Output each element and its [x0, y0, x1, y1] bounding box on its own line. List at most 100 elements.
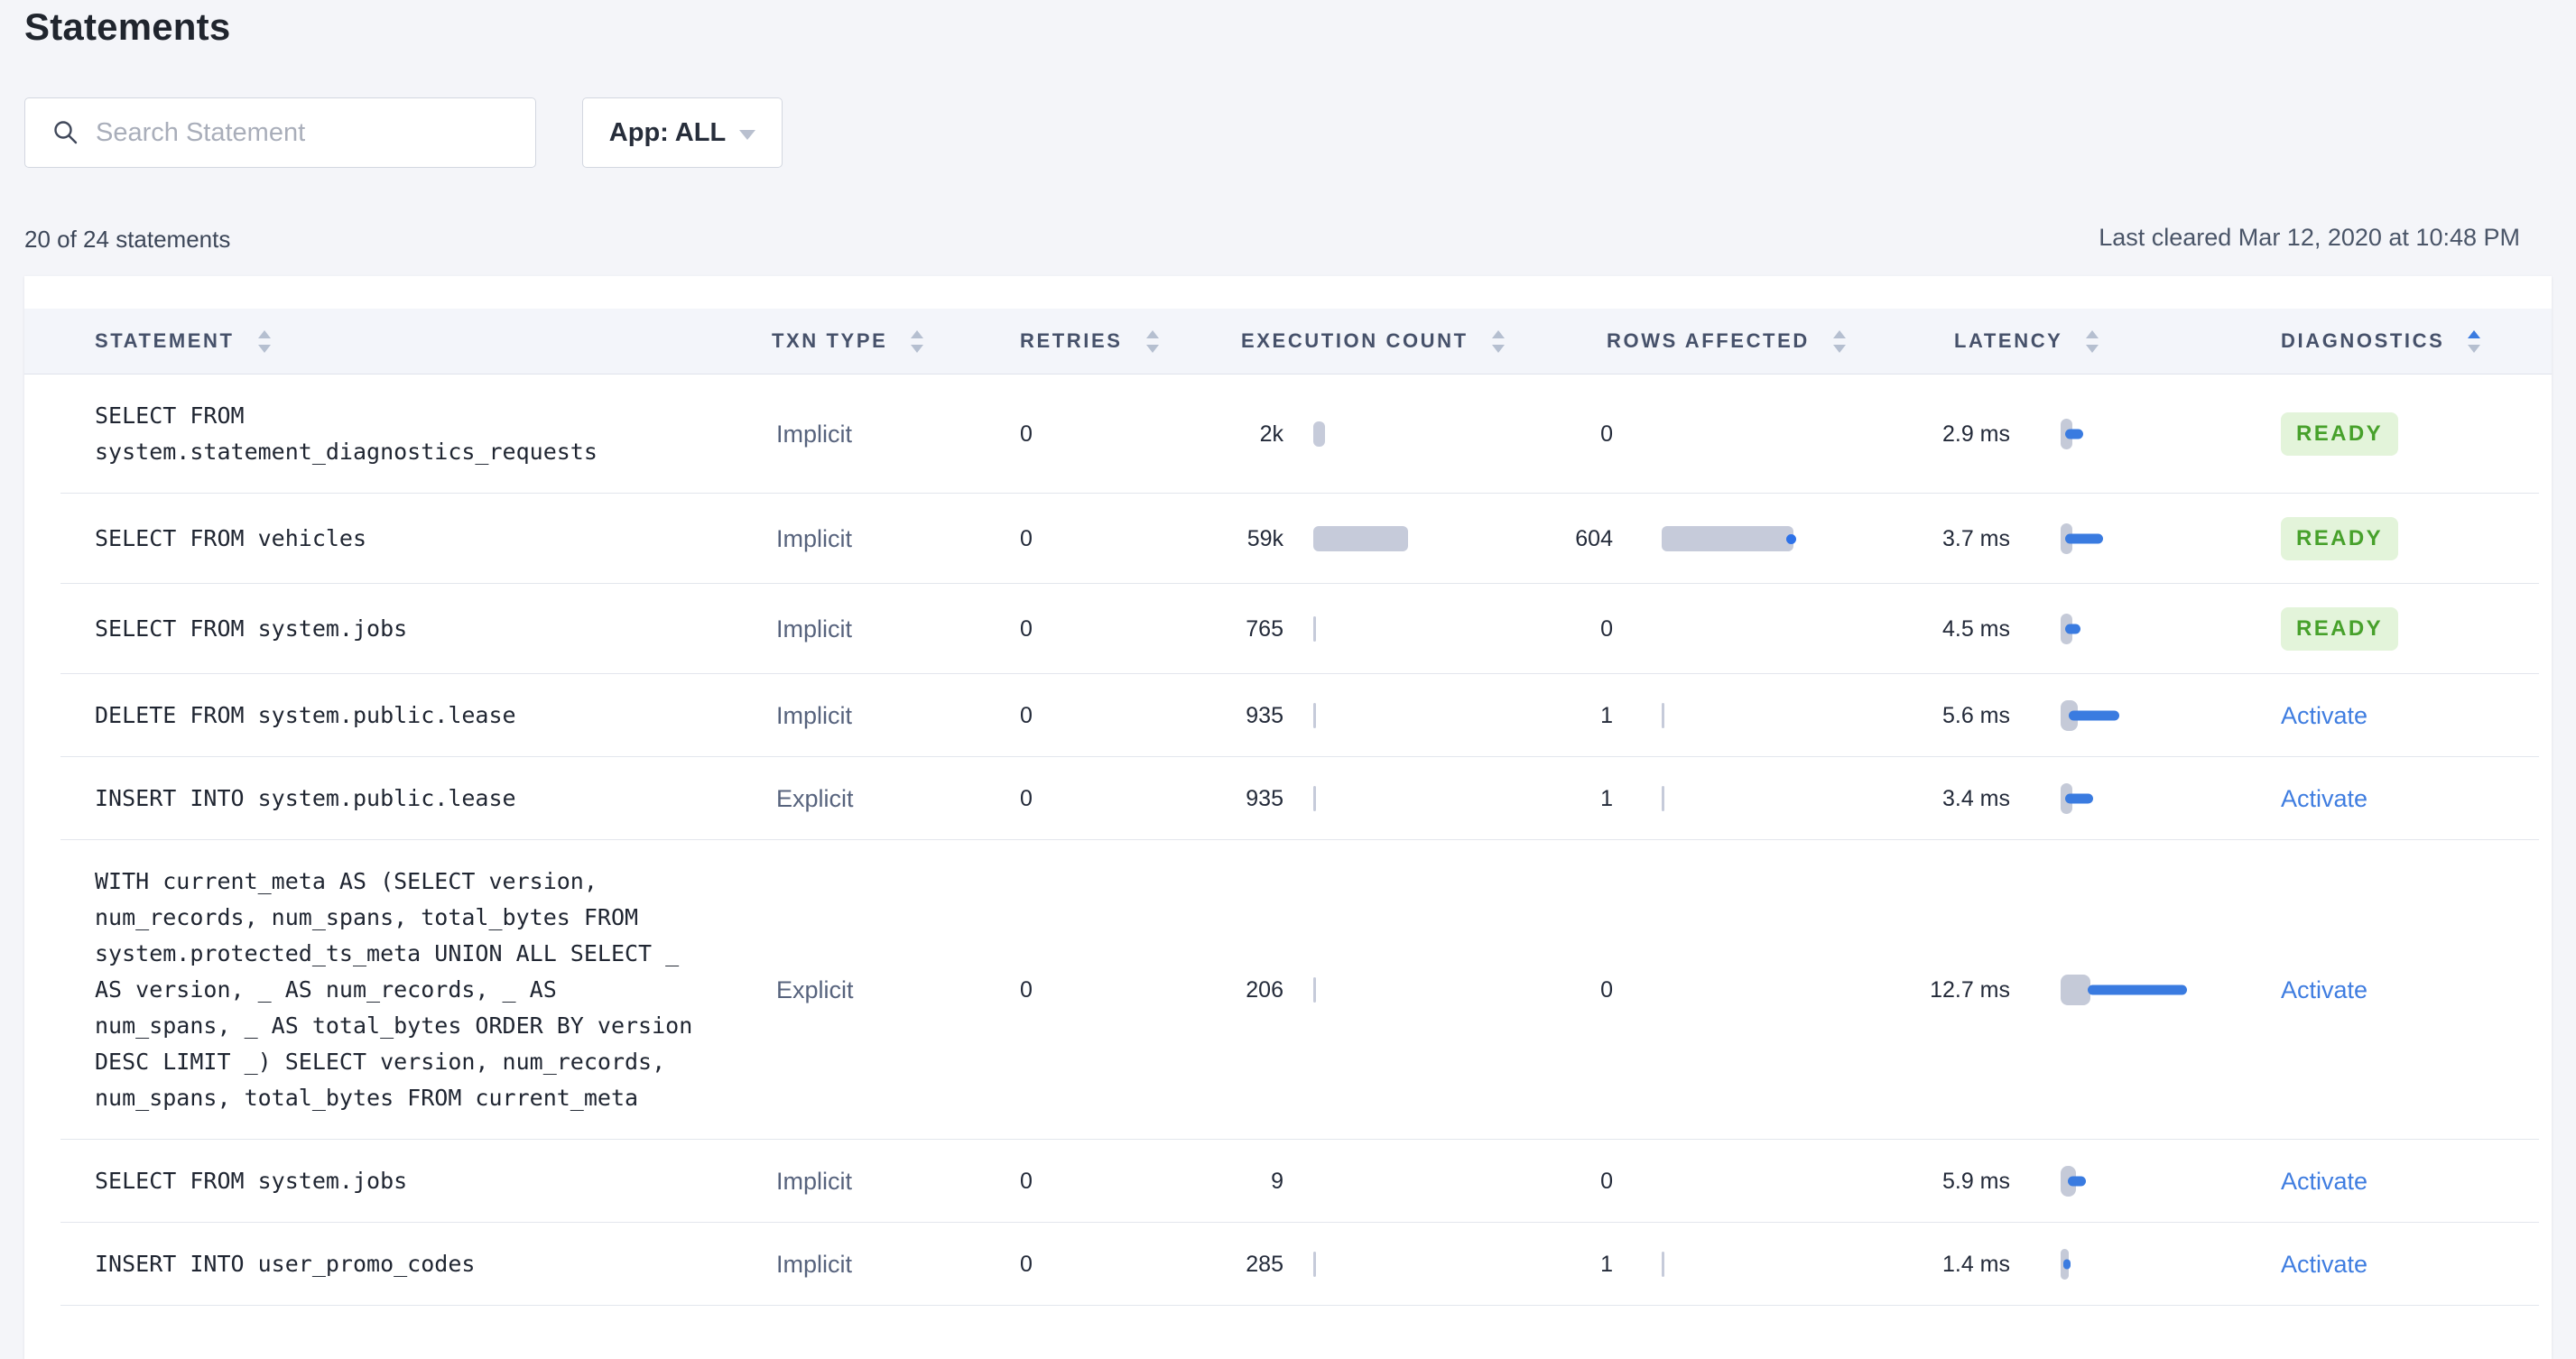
rows-affected-dot: [1786, 533, 1796, 544]
execution-count-cell: 206: [1171, 972, 1536, 1008]
execution-count-cell: 59k: [1171, 521, 1536, 557]
search-input[interactable]: [94, 116, 517, 149]
column-header-execution-count[interactable]: EXECUTION COUNT: [1171, 329, 1536, 353]
statements-table-card: STATEMENT TXN TYPE RETRIES EXECUTION COU…: [24, 276, 2552, 1359]
diagnostics-ready-badge: READY: [2281, 412, 2399, 456]
latency-mean-bar: [2069, 710, 2119, 721]
execution-count-cell: 765: [1171, 611, 1536, 647]
rows-affected-value: 604: [1575, 525, 1613, 551]
txn-type-cell: Implicit: [776, 615, 853, 643]
latency-cell: 4.5 ms: [1884, 611, 2272, 647]
statement-cell[interactable]: INSERT INTO user_promo_codes: [95, 1251, 476, 1277]
statement-cell[interactable]: SELECT FROM system.jobs: [95, 615, 408, 642]
statement-cell[interactable]: WITH current_meta AS (SELECT version, nu…: [95, 868, 693, 1111]
statement-cell[interactable]: DELETE FROM system.public.lease: [95, 702, 516, 728]
table-row[interactable]: SELECT FROM system.jobs Implicit 0 9 0 5…: [24, 1140, 2552, 1223]
diagnostics-activate-link[interactable]: Activate: [2281, 1250, 2368, 1278]
table-body: SELECT FROM system.statement_diagnostics…: [24, 374, 2552, 1306]
statement-cell[interactable]: SELECT FROM system.jobs: [95, 1168, 408, 1194]
txn-type-cell: Implicit: [776, 1250, 853, 1278]
column-header-rows-affected[interactable]: ROWS AFFECTED: [1536, 329, 1884, 353]
latency-mean-bar: [2065, 624, 2080, 634]
execution-count-value: 285: [1246, 1251, 1283, 1277]
page-title: Statements: [24, 5, 231, 48]
app-filter-label: App: ALL: [608, 117, 727, 147]
column-header-retries[interactable]: RETRIES: [950, 329, 1171, 353]
app-filter-dropdown[interactable]: App: ALL: [582, 97, 783, 168]
last-cleared-text: Last cleared Mar 12, 2020 at 10:48 PM: [2099, 224, 2520, 251]
execution-count-cell: 935: [1171, 698, 1536, 734]
table-row[interactable]: SELECT FROM vehicles Implicit 0 59k 604 …: [24, 494, 2552, 584]
column-label: LATENCY: [1954, 329, 2063, 352]
latency-value: 5.6 ms: [1941, 702, 2010, 728]
diagnostics-activate-link[interactable]: Activate: [2281, 975, 2368, 1003]
diagnostics-activate-link[interactable]: Activate: [2281, 784, 2368, 812]
diagnostics-cell: READY: [2272, 517, 2552, 560]
statement-cell[interactable]: SELECT FROM system.statement_diagnostics…: [95, 402, 598, 465]
latency-value: 3.7 ms: [1941, 525, 2010, 551]
statement-cell[interactable]: INSERT INTO system.public.lease: [95, 785, 516, 811]
latency-cell: 5.6 ms: [1884, 698, 2272, 734]
latency-cell: 3.7 ms: [1884, 521, 2272, 557]
retries-cell: 0: [1020, 702, 1033, 728]
execution-count-value: 206: [1246, 976, 1283, 1003]
txn-type-cell: Implicit: [776, 420, 853, 448]
rows-affected-cell: 604: [1536, 521, 1884, 557]
txn-type-cell: Implicit: [776, 524, 853, 552]
latency-value: 1.4 ms: [1941, 1251, 2010, 1277]
table-row[interactable]: DELETE FROM system.public.lease Implicit…: [24, 674, 2552, 757]
table-header-row: STATEMENT TXN TYPE RETRIES EXECUTION COU…: [24, 309, 2552, 374]
latency-mean-bar: [2063, 1259, 2071, 1270]
caret-down-icon: [739, 129, 756, 140]
latency-value: 3.4 ms: [1941, 785, 2010, 811]
column-label: EXECUTION COUNT: [1241, 329, 1469, 352]
rows-affected-value: 0: [1600, 976, 1613, 1003]
rows-affected-bar: [1662, 703, 1664, 728]
table-row[interactable]: SELECT FROM system.statement_diagnostics…: [24, 374, 2552, 494]
table-row[interactable]: SELECT FROM system.jobs Implicit 0 765 0…: [24, 584, 2552, 674]
diagnostics-cell: Activate: [2272, 785, 2552, 813]
execution-count-value: 765: [1246, 615, 1283, 642]
sort-arrows-icon: [911, 329, 924, 353]
latency-value: 5.9 ms: [1941, 1168, 2010, 1194]
search-icon: [54, 121, 78, 144]
execution-count-bar: [1313, 1252, 1316, 1277]
retries-cell: 0: [1020, 1251, 1033, 1277]
txn-type-cell: Implicit: [776, 701, 853, 729]
column-header-diagnostics[interactable]: DIAGNOSTICS: [2272, 329, 2552, 353]
column-header-statement[interactable]: STATEMENT: [24, 329, 701, 353]
rows-affected-cell: 1: [1536, 781, 1884, 817]
latency-cell: 1.4 ms: [1884, 1246, 2272, 1282]
latency-cell: 5.9 ms: [1884, 1163, 2272, 1199]
rows-affected-cell: 0: [1536, 611, 1884, 647]
rows-affected-cell: 0: [1536, 1163, 1884, 1199]
latency-value: 12.7 ms: [1930, 976, 2010, 1003]
txn-type-cell: Implicit: [776, 1167, 853, 1195]
latency-value: 4.5 ms: [1941, 615, 2010, 642]
statement-cell[interactable]: SELECT FROM vehicles: [95, 525, 367, 551]
column-header-latency[interactable]: LATENCY: [1884, 329, 2272, 353]
sort-arrows-icon: [1832, 329, 1846, 353]
table-row[interactable]: INSERT INTO system.public.lease Explicit…: [24, 757, 2552, 840]
latency-mean-bar: [2065, 429, 2083, 439]
diagnostics-activate-link[interactable]: Activate: [2281, 701, 2368, 729]
rows-affected-value: 0: [1600, 1168, 1613, 1194]
diagnostics-activate-link[interactable]: Activate: [2281, 1167, 2368, 1195]
rows-affected-bar: [1662, 786, 1664, 811]
search-statement-box[interactable]: [24, 97, 536, 168]
retries-cell: 0: [1020, 976, 1033, 1003]
rows-affected-cell: 0: [1536, 972, 1884, 1008]
diagnostics-ready-badge: READY: [2281, 607, 2399, 651]
table-row[interactable]: WITH current_meta AS (SELECT version, nu…: [24, 840, 2552, 1140]
table-row[interactable]: INSERT INTO user_promo_codes Implicit 0 …: [24, 1223, 2552, 1306]
retries-cell: 0: [1020, 525, 1033, 551]
latency-value: 2.9 ms: [1941, 421, 2010, 447]
execution-count-bar: [1313, 616, 1316, 642]
execution-count-value: 9: [1271, 1168, 1283, 1194]
column-header-txn-type[interactable]: TXN TYPE: [701, 329, 950, 353]
execution-count-bar: [1313, 977, 1316, 1003]
column-label: DIAGNOSTICS: [2281, 329, 2445, 352]
latency-cell: 3.4 ms: [1884, 781, 2272, 817]
rows-affected-bar: [1662, 1252, 1664, 1277]
execution-count-cell: 935: [1171, 781, 1536, 817]
